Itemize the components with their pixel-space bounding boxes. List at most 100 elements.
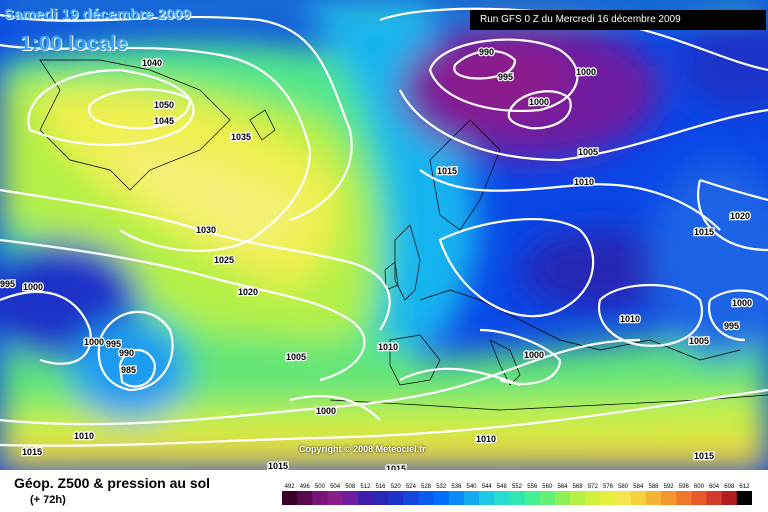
color-scale-cell <box>388 491 404 505</box>
color-scale-cell <box>494 491 510 505</box>
isobar-label: 1005 <box>689 336 709 346</box>
color-scale-label: 584 <box>633 484 644 490</box>
color-scale-cell <box>403 491 419 505</box>
italy-coast <box>489 339 521 386</box>
color-scale-cell <box>297 491 313 505</box>
color-scale-label: 548 <box>497 484 508 490</box>
isobar-line <box>399 367 521 387</box>
isobar-label: 1050 <box>154 100 174 110</box>
color-scale-cell <box>373 491 389 505</box>
color-scale-cell <box>691 491 708 505</box>
color-scale-cell <box>433 491 450 505</box>
color-scale-label: 528 <box>421 484 432 490</box>
color-scale-label: 564 <box>557 484 568 490</box>
ireland-coast <box>384 261 399 291</box>
isobar-line <box>707 289 768 342</box>
isobar-line <box>453 49 517 80</box>
coastlines <box>39 59 768 411</box>
isobar-line <box>419 169 721 231</box>
color-scale-cell <box>570 491 586 505</box>
color-scale-label: 572 <box>588 484 599 490</box>
color-scale-label: 588 <box>648 484 659 490</box>
isobar-label: 1015 <box>694 227 714 237</box>
isobar-line <box>0 13 353 222</box>
isobar-label: 1020 <box>730 211 750 221</box>
isobar-label: 1010 <box>574 177 594 187</box>
color-scale-cell <box>736 491 752 505</box>
isobar-line <box>399 89 768 162</box>
color-scale-cell <box>585 491 601 505</box>
isobar-label: 1000 <box>529 97 549 107</box>
color-scale-label: 524 <box>406 484 417 490</box>
isobar-label: 995 <box>106 339 121 349</box>
isobar-label: 1010 <box>378 342 398 352</box>
color-scale: 492 496 500 504 508 512 516 520 524 528 532 536 540 5… <box>282 484 752 505</box>
color-scale-cell <box>463 491 480 505</box>
color-scale-label: 556 <box>527 484 538 490</box>
color-scale-cell <box>342 491 359 505</box>
isobar-line <box>0 238 366 382</box>
color-scale-cell <box>282 491 298 505</box>
color-scale-cell <box>600 491 617 505</box>
isobar-label: 1000 <box>732 298 752 308</box>
isobar-label: 1000 <box>84 337 104 347</box>
isobar-line <box>438 217 595 318</box>
isobar-line <box>0 388 768 447</box>
color-scale-cell <box>312 491 328 505</box>
britain-coast <box>394 224 421 301</box>
color-scale-label: 512 <box>360 484 371 490</box>
color-scale-cell <box>554 491 571 505</box>
isobar-label: 1000 <box>316 406 336 416</box>
color-scale-cell <box>327 491 344 505</box>
color-scale-label: 600 <box>694 484 705 490</box>
isobar-label: 1045 <box>154 116 174 126</box>
isobar-label: 995 <box>0 279 15 289</box>
color-scale-cell <box>357 491 374 505</box>
isobar-label: 1030 <box>196 225 216 235</box>
iberia-coast <box>389 334 441 386</box>
isobar-label: 1015 <box>694 451 714 461</box>
color-scale-cell <box>479 491 495 505</box>
map-time-title: 1:00 locale <box>20 32 128 55</box>
color-scale-label: 508 <box>345 484 356 490</box>
color-scale-cell <box>448 491 465 505</box>
isobar-label: 1015 <box>437 166 457 176</box>
color-scale-label: 552 <box>512 484 523 490</box>
isobars <box>0 7 768 447</box>
isobar-line <box>289 394 381 421</box>
isobar-label: 1035 <box>231 132 251 142</box>
isobar-line <box>597 284 703 347</box>
isobar-label: 1000 <box>23 282 43 292</box>
isobar-label: 1005 <box>286 352 306 362</box>
color-scale-cell <box>645 491 662 505</box>
legend-bar: Géop. Z500 & pression au sol (+ 72h) 492… <box>0 470 768 512</box>
isobar-label: 1015 <box>386 464 406 470</box>
color-scale-cell <box>615 491 632 505</box>
isobar-label: 985 <box>121 365 136 375</box>
isobar-label: 1020 <box>238 287 258 297</box>
product-title: Géop. Z500 & pression au sol <box>14 475 211 491</box>
color-scale-label: 608 <box>724 484 735 490</box>
color-scale-cell <box>661 491 677 505</box>
color-scale-cell <box>418 491 435 505</box>
color-scale-cell <box>539 491 556 505</box>
color-scale-label: 544 <box>482 484 493 490</box>
forecast-range: (+ 72h) <box>30 494 66 506</box>
color-scale-label: 504 <box>330 484 341 490</box>
color-scale-cell <box>524 491 541 505</box>
isobar-labels: 990 995 1000 1000 1005 1010 1015 1020 10… <box>0 46 753 470</box>
iceland-coast <box>249 109 276 141</box>
weather-map: 990 995 1000 1000 1005 1010 1015 1020 10… <box>0 0 768 470</box>
color-scale-cell <box>706 491 723 505</box>
color-scale-label: 500 <box>315 484 326 490</box>
scandinavia-coast <box>429 119 501 231</box>
model-run-info: Run GFS 0 Z du Mercredi 16 décembre 2009 <box>470 10 766 30</box>
color-scale-label: 532 <box>436 484 447 490</box>
color-scale-label: 576 <box>603 484 614 490</box>
isobar-line <box>118 349 157 388</box>
copyright-notice: Copyright © 2008 Meteociel.fr <box>299 444 426 454</box>
isobar-label: 1005 <box>578 147 598 157</box>
color-scale-label: 520 <box>391 484 402 490</box>
color-scale-cell <box>676 491 692 505</box>
isobar-label: 1015 <box>268 461 288 470</box>
